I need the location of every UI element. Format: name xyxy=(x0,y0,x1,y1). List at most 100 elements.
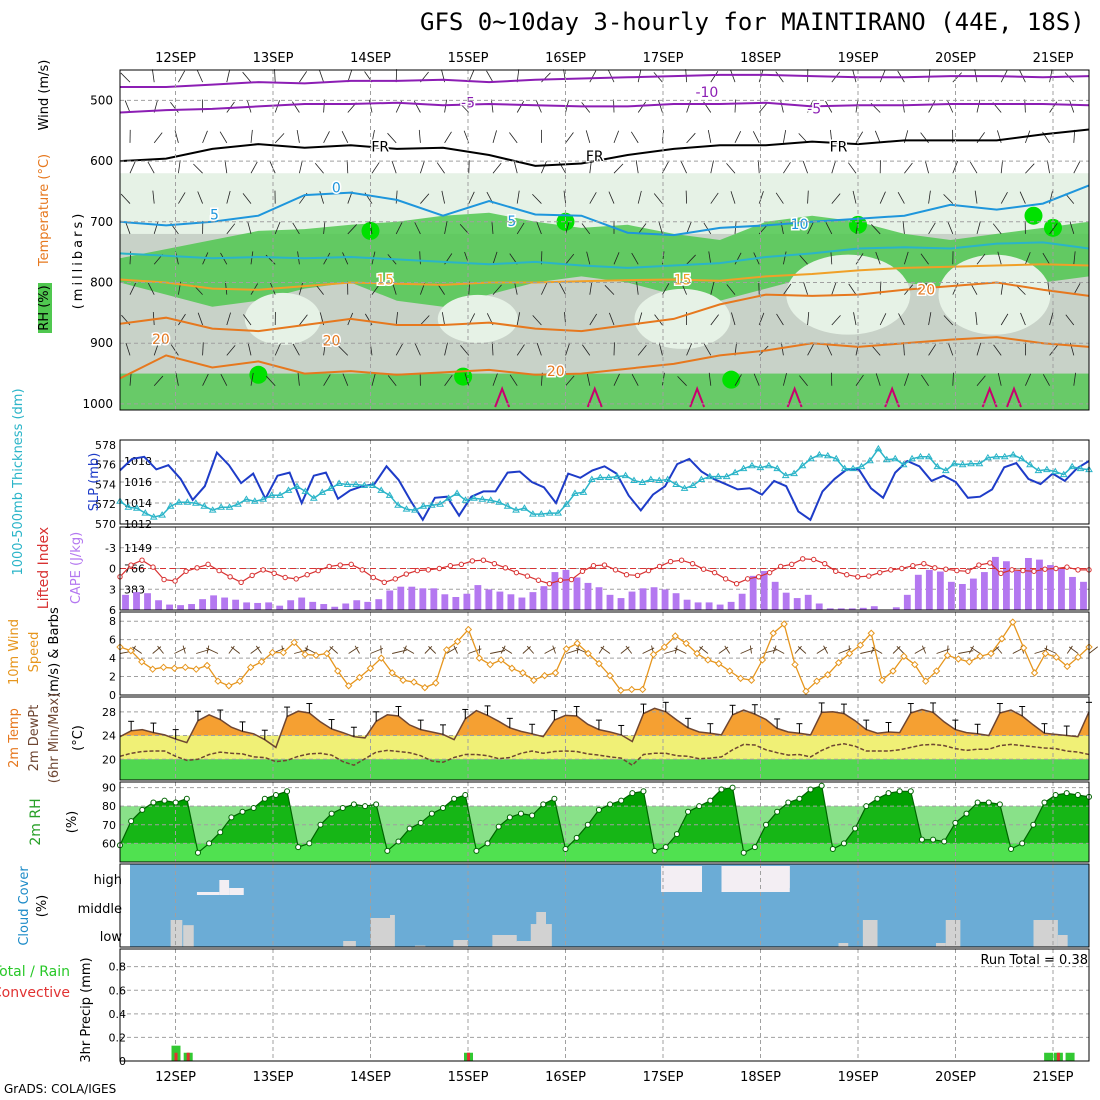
wind-barb xyxy=(848,283,857,295)
rh-point xyxy=(128,818,135,825)
thickness-tick-label: 570 xyxy=(95,518,116,531)
rh-point xyxy=(796,795,803,802)
wind-barb xyxy=(1065,193,1075,204)
wind-barb xyxy=(274,133,285,144)
surface-barb xyxy=(500,645,506,654)
thickness-point xyxy=(992,452,1001,460)
wind-speed-point xyxy=(911,660,919,669)
li-point xyxy=(987,560,993,566)
wind-barb xyxy=(153,221,159,235)
wind-barb xyxy=(242,71,252,83)
thickness-point xyxy=(672,480,681,487)
wind-barb xyxy=(178,70,186,83)
thickness-point xyxy=(326,484,335,491)
wind-barb xyxy=(825,222,833,235)
isotherm-4 xyxy=(119,241,1090,269)
cape-bar xyxy=(650,587,658,610)
cape-bar xyxy=(166,604,173,610)
wind-barb xyxy=(871,224,881,235)
thickness-point xyxy=(343,480,352,487)
cape-bar xyxy=(254,602,262,610)
wind-barb xyxy=(414,222,421,235)
li-point xyxy=(612,567,619,573)
thickness-line xyxy=(119,447,1090,518)
thickness-point xyxy=(503,502,512,509)
li-point xyxy=(139,557,145,563)
li-point xyxy=(1042,566,1048,572)
thickness-point xyxy=(208,506,217,513)
rh-point xyxy=(161,797,168,804)
cape-bar xyxy=(1025,557,1032,610)
wind-barb xyxy=(299,281,304,295)
wind-speed-point xyxy=(649,650,658,659)
bottom-xtick-label: 13SEP xyxy=(253,1070,294,1085)
wind-barb xyxy=(589,313,598,326)
wind-speed-point xyxy=(355,673,364,682)
rh-point xyxy=(918,836,925,843)
li-point xyxy=(381,579,387,586)
wind-barb xyxy=(855,374,864,386)
li-point xyxy=(370,574,376,581)
rh-point xyxy=(562,845,569,852)
wind-barb xyxy=(585,130,591,143)
wind-barb xyxy=(1069,100,1075,113)
wind-speed-point xyxy=(921,677,930,685)
temp-ylabel-c: (6hr Min/Max) xyxy=(47,693,62,783)
surface-barb xyxy=(428,646,437,654)
wind-barb xyxy=(193,163,203,174)
cape-tick-label: 1149 xyxy=(124,542,152,555)
wind-barb xyxy=(250,372,254,386)
cloud-ylabel: Cloud Cover xyxy=(17,866,32,946)
wind-barb xyxy=(686,100,692,113)
wind-barb xyxy=(637,69,642,83)
isotherm-6 xyxy=(119,281,1090,333)
cape-bar xyxy=(397,586,405,610)
wind-barb xyxy=(904,162,913,174)
thickness-point xyxy=(596,473,605,481)
wind-barb xyxy=(347,224,357,235)
wind-speed-point xyxy=(464,625,473,634)
thickness-point xyxy=(520,504,529,511)
wind-barb xyxy=(1046,160,1050,174)
cape-bar xyxy=(694,602,702,610)
thickness-point xyxy=(899,460,908,468)
thickness-point xyxy=(267,491,276,498)
wind-barb xyxy=(196,70,203,83)
rh-point xyxy=(651,847,658,854)
surface-barb xyxy=(674,645,678,654)
li-point xyxy=(755,574,762,580)
precip-ylabel: 3hr Precip (mm) xyxy=(79,957,94,1062)
rh-tick-label: 90 xyxy=(102,782,116,795)
bottom-xtick-label: 21SEP xyxy=(1033,1070,1074,1085)
rh-point xyxy=(473,847,480,854)
wind-barb xyxy=(1025,373,1032,386)
wind-speed-point xyxy=(519,669,527,677)
wind-speed-point xyxy=(791,660,799,669)
wind-speed-point xyxy=(878,676,886,684)
surface-barb xyxy=(552,645,556,654)
wind-barb xyxy=(1049,223,1058,235)
wind-barb xyxy=(947,100,954,113)
wind-barb xyxy=(170,102,179,113)
rh-point xyxy=(685,808,692,815)
wind-barb xyxy=(220,373,228,386)
xsec-frame xyxy=(119,69,1090,411)
rh-point xyxy=(228,814,235,821)
wind-barb xyxy=(928,190,931,204)
li-point xyxy=(172,578,178,584)
wind-speed-point xyxy=(453,637,462,646)
wind-barb xyxy=(414,343,421,356)
surface-barb xyxy=(1066,645,1073,654)
wind-barb xyxy=(586,372,591,386)
cape-bar xyxy=(584,582,592,610)
xsec-ytick-label: 500 xyxy=(90,93,113,107)
li-point xyxy=(844,572,850,578)
wind-speed-point xyxy=(813,677,821,685)
wind-barb xyxy=(413,100,421,113)
wind-barb xyxy=(920,374,929,386)
cape-bar xyxy=(309,601,317,610)
rh-dry-pocket-1 xyxy=(437,294,518,343)
temp-tick-label: 28 xyxy=(102,706,116,719)
wind-barb xyxy=(1020,312,1026,326)
